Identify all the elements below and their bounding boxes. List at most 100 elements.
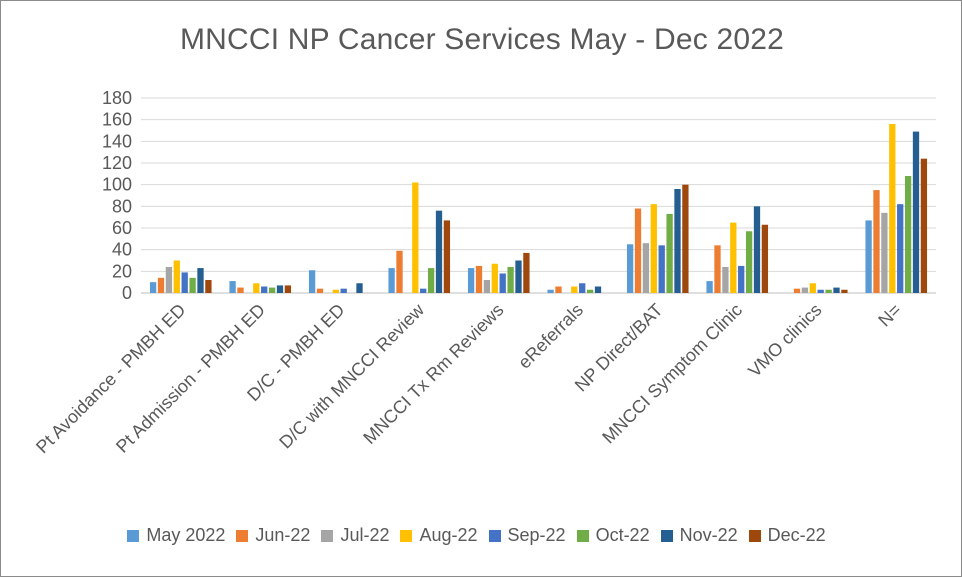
bar: [268, 287, 276, 293]
legend-label: Oct-22: [595, 525, 650, 545]
bar: [793, 288, 801, 293]
bar: [817, 289, 824, 293]
bar: [912, 131, 920, 293]
legend-swatch: [321, 529, 334, 542]
legend-label: Sep-22: [507, 525, 566, 545]
y-tick-label: 80: [112, 196, 132, 216]
legend-label: Jul-22: [340, 525, 390, 545]
bar: [571, 286, 578, 293]
bar: [316, 288, 324, 293]
bar: [594, 286, 602, 293]
bar: [420, 288, 427, 293]
bar: [483, 280, 491, 293]
bar: [173, 260, 180, 293]
bar: [237, 287, 244, 293]
bar: [841, 289, 848, 293]
bar: [499, 273, 506, 293]
bar: [809, 283, 816, 293]
chart-title: MNCCI NP Cancer Services May - Dec 2022: [179, 23, 785, 56]
bar: [189, 277, 196, 293]
y-tick-label: 100: [102, 175, 132, 195]
bar: [801, 287, 809, 293]
bar: [579, 283, 586, 293]
bar: [586, 289, 594, 293]
legend-item: Aug-22: [400, 525, 478, 546]
bar: [738, 265, 745, 293]
bar: [920, 158, 928, 293]
legend-swatch: [400, 529, 413, 542]
legend: May 2022 Jun-22 Jul-22 Aug-22 Sep-22 Oct-22 No…: [1, 525, 962, 546]
bar: [745, 231, 753, 293]
bar: [730, 222, 737, 293]
bar: [261, 286, 268, 293]
bar: [761, 224, 769, 293]
y-tick-label: 120: [102, 153, 132, 173]
bar: [634, 208, 642, 293]
legend-item: Nov-22: [660, 525, 738, 546]
bar: [332, 289, 339, 293]
legend-label: Aug-22: [419, 525, 478, 545]
bar: [149, 282, 157, 293]
bar: [626, 244, 634, 293]
legend-swatch: [488, 529, 501, 542]
legend-label: Jun-22: [255, 525, 311, 545]
legend-item: Oct-22: [576, 525, 650, 546]
legend-item: Jul-22: [321, 525, 389, 546]
bar: [507, 267, 514, 293]
bar: [714, 245, 721, 293]
legend-swatch: [236, 529, 249, 542]
x-tick-label: VMO clinics: [744, 300, 825, 381]
bar: [396, 250, 403, 293]
bar: [523, 252, 530, 293]
bar: [515, 260, 522, 293]
x-tick-label: N=: [874, 300, 905, 331]
bar: [475, 265, 483, 293]
bar: [666, 213, 673, 293]
bar: [833, 287, 840, 293]
bar: [308, 270, 316, 293]
bar: [642, 243, 650, 293]
gridlines: [141, 97, 936, 294]
bar: [340, 288, 347, 293]
bar: [197, 268, 204, 293]
legend-swatch: [576, 529, 589, 542]
legend-item: May 2022: [127, 525, 225, 546]
legend-item: Dec-22: [748, 525, 826, 546]
bar: [904, 176, 912, 293]
legend-item: Sep-22: [488, 525, 566, 546]
bar: [897, 204, 904, 293]
bar: [682, 184, 689, 293]
bar: [284, 285, 292, 293]
legend-label: May 2022: [146, 525, 226, 545]
bar: [181, 272, 188, 293]
bar: [467, 268, 475, 293]
legend-label: Nov-22: [679, 525, 738, 545]
bar: [412, 182, 419, 293]
bar: [881, 212, 888, 293]
y-tick-label: 60: [112, 218, 132, 238]
y-tick-label: 40: [112, 240, 132, 260]
bar: [443, 220, 451, 293]
bar: [753, 206, 761, 293]
legend-item: Jun-22: [236, 525, 310, 546]
legend-swatch: [127, 529, 140, 542]
bar: [658, 245, 665, 293]
x-tick-label: Pt Admission - PMBH ED: [112, 300, 269, 457]
bar: [825, 289, 832, 293]
bar: [435, 210, 443, 293]
bar: [674, 189, 681, 293]
bar: [388, 268, 395, 293]
bar: [205, 280, 212, 293]
y-tick-label: 160: [102, 110, 132, 130]
x-tick-label: D/C with MNCCI Review: [275, 299, 428, 452]
bar: [555, 286, 562, 293]
bar: [650, 204, 657, 293]
bars: [149, 124, 928, 293]
x-tick-label: MNCCI Symptom Clinic: [598, 300, 746, 448]
y-tick-label: 20: [112, 261, 132, 281]
bar: [253, 283, 260, 293]
